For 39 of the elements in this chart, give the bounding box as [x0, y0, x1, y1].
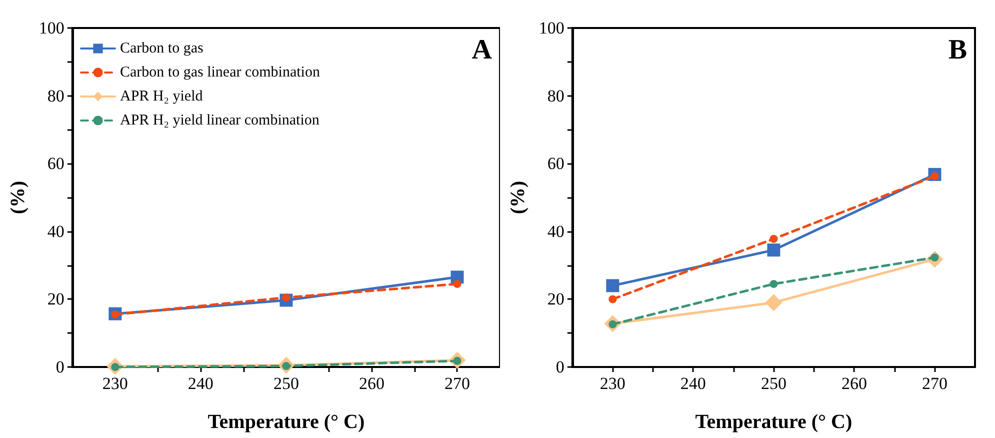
legend-label: Carbon to gas linear combination	[120, 64, 320, 80]
point	[770, 280, 778, 288]
x-tick-label: 260	[358, 374, 384, 393]
y-axis-title: (%)	[507, 180, 529, 214]
point	[453, 280, 462, 288]
point	[606, 279, 620, 292]
annotation: A	[472, 34, 493, 66]
y-tick-label: 100	[38, 18, 64, 38]
y-axis-title: (%)	[7, 180, 29, 214]
x-tick-label: 240	[188, 374, 214, 393]
legend-label: APR H₂ yield	[120, 88, 204, 104]
x-tick-label: 250	[273, 374, 299, 393]
x-tick-label: 230	[102, 374, 128, 393]
y-tick-label: 0	[556, 358, 564, 376]
legend-label: APR H₂ yield linear combination	[120, 112, 320, 128]
y-tick-label: 40	[47, 222, 64, 241]
point	[765, 294, 782, 312]
y-tick-label: 0	[56, 358, 64, 376]
y-tick-label: 60	[547, 154, 564, 174]
x-tick-label: 260	[841, 374, 867, 393]
y-tick-label: 40	[547, 222, 564, 241]
y-tick-label: 100	[538, 18, 564, 38]
x-axis-title: Temperature (° C)	[695, 411, 852, 433]
point	[770, 234, 778, 243]
point	[767, 244, 780, 257]
y-tick-label: 80	[47, 86, 64, 106]
x-tick-label: 240	[680, 374, 706, 393]
point	[608, 295, 617, 304]
annotation: B	[948, 34, 968, 66]
x-tick-label: 270	[444, 374, 470, 393]
x-tick-label: 270	[922, 374, 948, 393]
x-tick-label: 230	[600, 374, 626, 393]
y-tick-label: 20	[547, 290, 564, 309]
x-axis-title: Temperature (° C)	[208, 411, 365, 433]
x-tick-label: 250	[760, 374, 786, 393]
legend-label: Carbon to gas	[120, 40, 204, 56]
y-tick-label: 60	[47, 154, 64, 174]
y-tick-label: 20	[47, 290, 64, 309]
y-tick-label: 80	[547, 86, 564, 106]
